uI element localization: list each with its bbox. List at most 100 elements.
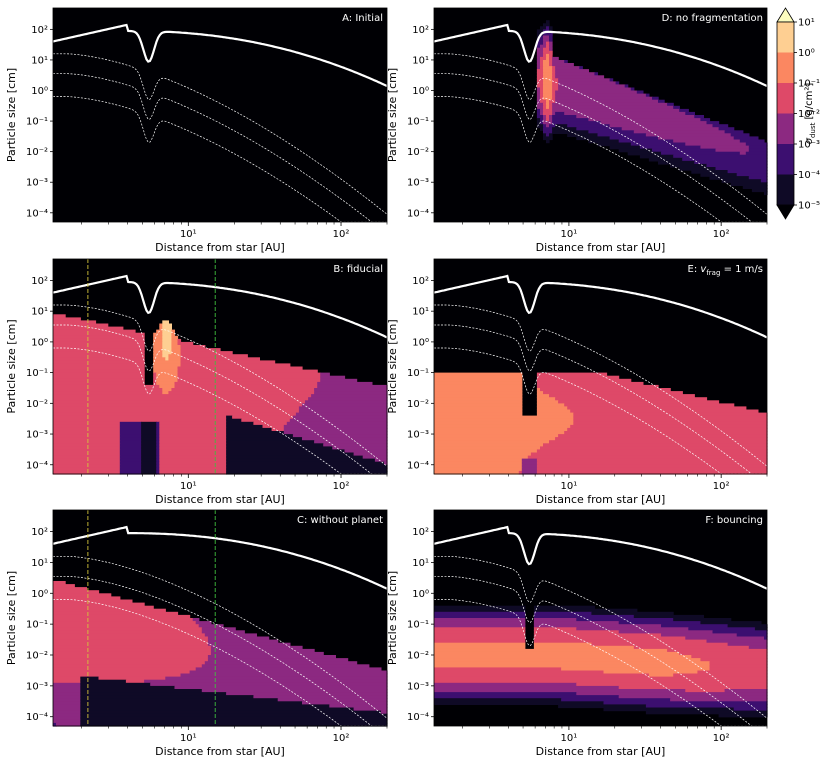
heatmap-cell	[53, 667, 197, 672]
heatmap-cell	[552, 93, 556, 98]
heatmap-cell	[609, 145, 641, 150]
heatmap-cell	[576, 127, 623, 131]
heatmap-cell	[119, 470, 142, 475]
heatmap-cell	[226, 434, 294, 438]
heatmap-cell	[53, 409, 300, 414]
heatmap-cell	[555, 111, 565, 116]
heatmap-cell	[533, 608, 638, 613]
heatmap-cell	[434, 651, 680, 656]
heatmap-cell	[98, 676, 166, 681]
heatmap-cell	[700, 621, 762, 625]
y-tick-label: 10²	[412, 527, 429, 538]
heatmap-cell	[673, 139, 741, 144]
heatmap-cell	[536, 84, 544, 89]
heatmap-cell	[434, 679, 768, 684]
heatmap-cell	[540, 63, 544, 67]
heatmap-cell	[549, 99, 556, 104]
heatmap-cell	[730, 133, 750, 137]
heatmap-cell	[434, 406, 523, 411]
heatmap-cell	[670, 698, 768, 702]
heatmap-cell	[141, 446, 157, 451]
heatmap-cell	[159, 446, 227, 451]
heatmap-cell	[80, 707, 355, 712]
heatmap-cell	[591, 642, 729, 647]
heatmap-cell	[536, 384, 659, 389]
heatmap-cell	[434, 381, 523, 386]
heatmap-cell	[156, 372, 179, 377]
y-tick-label: 10⁻¹	[407, 368, 429, 379]
heatmap-cell	[546, 102, 550, 107]
heatmap-cell	[727, 624, 768, 628]
heatmap-cell	[53, 329, 136, 334]
heatmap-cell	[153, 351, 163, 355]
heatmap-cell	[527, 455, 768, 460]
heatmap-cell	[320, 375, 346, 380]
heatmap-cell	[549, 115, 553, 119]
heatmap-cell	[226, 440, 315, 444]
heatmap-cell	[53, 406, 300, 411]
heatmap-cell	[543, 47, 550, 52]
heatmap-cell	[434, 427, 568, 432]
heatmap-cell	[709, 664, 768, 668]
heatmap-cell	[53, 412, 297, 417]
heatmap-cell	[521, 458, 538, 463]
heatmap-cell	[434, 618, 526, 622]
drift-limit-line	[434, 304, 767, 467]
panel-frame	[52, 258, 388, 475]
heatmap-cell	[618, 621, 701, 625]
heatmap-cell	[80, 713, 388, 718]
heatmap-cell	[543, 90, 553, 95]
heatmap-cell	[552, 87, 559, 92]
heatmap-cell	[226, 461, 385, 466]
heatmap-cell	[521, 467, 538, 472]
heatmap-cell	[119, 449, 142, 454]
colorbar-tick-label: 10⁻⁵	[798, 201, 820, 212]
drift-limit-line	[53, 304, 387, 467]
heatmap-cell	[543, 93, 553, 98]
heatmap-cell	[317, 381, 373, 386]
fragmentation-limit-line	[434, 525, 767, 590]
heatmap-cell	[119, 437, 142, 441]
heatmap-cell	[536, 96, 541, 101]
heatmap-cell	[141, 464, 157, 469]
heatmap-cell	[153, 360, 182, 365]
heatmap-cell	[618, 685, 768, 690]
heatmap-cell	[226, 424, 264, 429]
heatmap-cell	[540, 121, 544, 125]
heatmap-cell	[226, 427, 273, 432]
heatmap-cell	[540, 35, 544, 40]
heatmap-cell	[685, 689, 726, 693]
heatmap-cell	[271, 427, 285, 432]
heatmap-cell	[543, 87, 553, 92]
heatmap-cell	[253, 421, 288, 426]
heatmap-cell	[546, 139, 550, 144]
heatmap-cell	[609, 136, 659, 141]
heatmap-cell	[53, 366, 145, 371]
heatmap-cell	[543, 121, 553, 125]
drift-limit-line	[434, 575, 767, 726]
y-tick-label: 10⁻⁴	[26, 712, 48, 723]
heatmap-cell	[53, 593, 112, 597]
heatmap-cell	[745, 151, 768, 156]
heatmap-cell	[53, 627, 203, 631]
fragmentation-limit-line	[53, 274, 387, 339]
heatmap-cell	[434, 648, 668, 653]
heatmap-cell	[700, 173, 738, 177]
heatmap-cell	[119, 427, 142, 432]
heatmap-cell	[546, 105, 550, 110]
heatmap-cell	[162, 341, 172, 346]
x-tick-label: 10¹	[561, 481, 578, 492]
heatmap-cell	[543, 127, 553, 131]
heatmap-cell	[555, 437, 768, 441]
heatmap-cell	[748, 645, 768, 650]
y-axis-label: Particle size [cm]	[386, 319, 399, 413]
heatmap-cell	[536, 394, 550, 398]
heatmap-cell	[292, 415, 388, 420]
heatmap-cell	[162, 354, 169, 358]
heatmap-cell	[53, 716, 81, 721]
heatmap-cell	[555, 124, 568, 128]
heatmap-cell	[434, 434, 559, 438]
heatmap-cell	[80, 722, 388, 727]
drift-limit-line	[434, 73, 767, 222]
heatmap-cell	[567, 133, 599, 137]
